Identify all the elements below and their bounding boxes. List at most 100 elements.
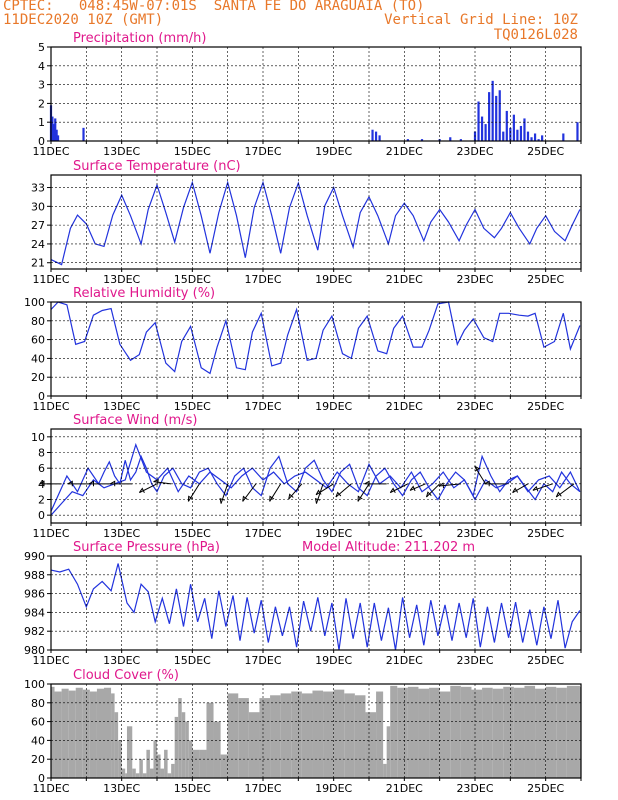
cloud-title: Cloud Cover (%) [73, 668, 179, 683]
y-tick-label: 4 [38, 60, 45, 73]
wind-arrow [532, 483, 553, 491]
precip-bar [502, 131, 505, 141]
wind-arrow-head [88, 480, 94, 487]
rh-title: Relative Humidity (%) [73, 286, 215, 301]
cloud-cover-bar [135, 773, 140, 778]
cloud-cover-bar [167, 773, 172, 778]
y-tick-label: 2 [38, 97, 45, 110]
x-tick-label: 13DEC [103, 527, 140, 540]
x-tick-label: 25DEC [527, 145, 564, 158]
wind-arrow [220, 483, 229, 504]
precip-bar [378, 135, 381, 141]
y-tick-label: 80 [31, 697, 45, 710]
y-tick-label: 21 [31, 257, 45, 270]
cloud-cover-bar [171, 763, 175, 778]
precip-bar [54, 118, 57, 141]
precip-frame [50, 46, 582, 142]
cloud-cover-bar [354, 695, 366, 778]
wind-arrow-head [39, 480, 45, 487]
header-code: TQ0126L028 [493, 27, 578, 43]
cloud-cover-bar [344, 693, 355, 778]
precip-bar [55, 129, 58, 141]
x-tick-label: 23DEC [456, 273, 493, 286]
temp-frame [50, 174, 582, 270]
y-tick-label: 1 [38, 116, 45, 129]
y-tick-label: 982 [24, 625, 45, 638]
cloud-cover-bar [132, 768, 136, 778]
wind-arrow [474, 465, 487, 485]
cloud-cover-bar [492, 688, 504, 778]
precip-bar [512, 114, 515, 141]
cloud-cover-bar [160, 768, 165, 778]
wind-arrow-head [67, 480, 73, 487]
x-tick-label: 19DEC [315, 145, 352, 158]
precip-bar [371, 129, 374, 141]
precip-bar [484, 124, 487, 141]
cloud-cover-bar [75, 687, 83, 778]
press-line [50, 563, 581, 651]
x-tick-label: 19DEC [315, 782, 352, 795]
y-tick-label: 24 [31, 238, 45, 251]
wind-arrow [269, 483, 282, 502]
cloud-cover-bar [566, 685, 580, 778]
cloud-cover-bar [192, 749, 200, 778]
wind-arrow [315, 483, 324, 504]
x-tick-label: 21DEC [386, 145, 423, 158]
x-tick-label: 13DEC [103, 273, 140, 286]
y-tick-label: 0 [38, 135, 45, 148]
cloud-cover-bar [96, 688, 104, 778]
cloud-cover-bar [220, 754, 228, 778]
wind-arrow-head [357, 495, 363, 502]
wind-arrow [556, 483, 575, 498]
y-tick-label: 60 [31, 334, 45, 347]
wind-arrow [139, 483, 158, 494]
precip-bar [498, 90, 501, 141]
precip-bar [406, 139, 409, 141]
cloud-cover-bar [439, 691, 451, 778]
wind-arrow-head [555, 491, 562, 498]
y-tick-label: 5 [38, 41, 45, 54]
precip-bar [533, 133, 537, 141]
header-date: 11DEC2020 10Z (GMT) [3, 12, 164, 28]
cloud-cover-bar [174, 716, 179, 778]
x-tick-label: 17DEC [244, 654, 281, 667]
wind-line [50, 454, 581, 512]
wind-arrow [357, 483, 370, 502]
x-tick-label: 15DEC [174, 782, 211, 795]
x-tick-label: 23DEC [456, 145, 493, 158]
cloud-cover-bar [185, 721, 189, 778]
temp-line [50, 180, 581, 266]
x-tick-label: 17DEC [244, 145, 281, 158]
x-tick-label: 13DEC [103, 782, 140, 795]
y-tick-label: 10 [31, 431, 45, 444]
x-tick-label: 17DEC [244, 782, 281, 795]
rh-frame [50, 301, 582, 397]
precip-bar [516, 129, 519, 141]
wind-arrow-head [426, 491, 432, 498]
wind-arrow [242, 483, 257, 502]
y-tick-label: 6 [38, 462, 45, 475]
x-tick-label: 13DEC [103, 145, 140, 158]
cloud-cover-bar [121, 768, 126, 778]
precip-bar [530, 137, 533, 141]
wind-arrow [153, 481, 172, 485]
x-tick-label: 25DEC [527, 273, 564, 286]
cloud-cover-bar [471, 689, 483, 778]
x-tick-label: 13DEC [103, 400, 140, 413]
x-tick-label: 25DEC [527, 654, 564, 667]
x-tick-label: 13DEC [103, 654, 140, 667]
wind-arrow-head [389, 487, 396, 494]
y-tick-label: 984 [24, 606, 45, 619]
wind-arrow-head [269, 495, 275, 502]
y-tick-label: 40 [31, 352, 45, 365]
x-tick-label: 15DEC [174, 527, 211, 540]
cloud-cover-bar [111, 693, 115, 778]
x-tick-label: 21DEC [386, 273, 423, 286]
x-tick-label: 11DEC [32, 400, 69, 413]
wind-arrow [315, 483, 334, 496]
cloud-cover-bar [259, 698, 271, 778]
x-tick-label: 23DEC [456, 782, 493, 795]
wind-arrow-head [110, 480, 116, 487]
wind-arrow-head [242, 495, 248, 502]
x-tick-label: 11DEC [32, 145, 69, 158]
